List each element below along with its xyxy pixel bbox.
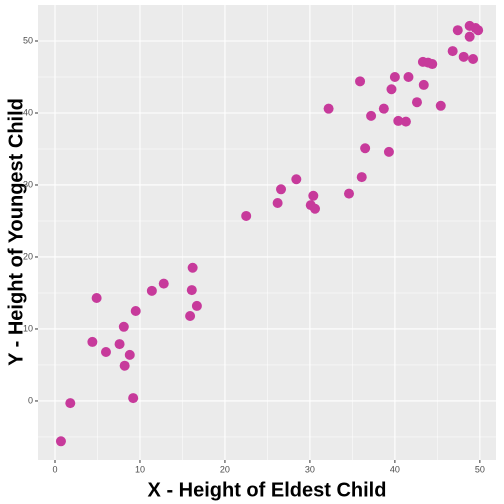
panel — [38, 5, 496, 460]
point — [458, 51, 469, 62]
point — [291, 174, 302, 185]
point — [100, 347, 111, 358]
point — [400, 116, 411, 127]
points — [55, 20, 484, 447]
point — [323, 103, 334, 114]
point — [403, 71, 414, 82]
point — [383, 146, 394, 157]
point — [468, 53, 479, 64]
y-tick-label: 50 — [23, 35, 33, 45]
point — [464, 31, 475, 42]
point — [418, 79, 429, 90]
point — [272, 197, 283, 208]
grid — [38, 5, 496, 460]
point — [128, 393, 139, 404]
point — [452, 25, 463, 36]
y-tick-label: 10 — [23, 323, 33, 333]
point — [276, 184, 287, 195]
y-tick-label: 0 — [28, 395, 33, 405]
point — [91, 293, 102, 304]
point — [118, 321, 129, 332]
y-tick-label: 30 — [23, 179, 33, 189]
point — [435, 100, 446, 111]
y-tick-label: 20 — [23, 251, 33, 261]
point — [360, 143, 371, 154]
x-tick-label: 50 — [475, 464, 485, 474]
x-tick-label: 30 — [305, 464, 315, 474]
point — [186, 285, 197, 296]
point — [308, 190, 319, 201]
point — [389, 71, 400, 82]
point — [114, 339, 125, 350]
x-axis-title: X - Height of Eldest Child — [148, 479, 387, 501]
point — [87, 336, 98, 347]
y-tick-label: 40 — [23, 107, 33, 117]
point — [310, 203, 321, 214]
point — [158, 278, 169, 289]
point — [55, 436, 66, 447]
point — [386, 84, 397, 95]
x-tick-label: 10 — [135, 464, 145, 474]
point — [447, 46, 458, 57]
y-axis-title: Y - Height of Youngest Child — [5, 98, 27, 366]
point — [356, 172, 367, 183]
point — [146, 285, 157, 296]
x-tick-label: 40 — [390, 464, 400, 474]
point — [393, 115, 404, 126]
point — [241, 210, 252, 221]
point — [130, 305, 141, 316]
point — [411, 97, 422, 108]
point — [187, 262, 198, 273]
x-tick-label: 20 — [220, 464, 230, 474]
point — [427, 59, 438, 70]
point — [473, 25, 484, 36]
point — [65, 398, 76, 409]
point — [366, 110, 377, 121]
point — [124, 349, 135, 360]
point — [191, 300, 202, 311]
point — [355, 76, 366, 87]
point — [378, 103, 389, 114]
point — [185, 311, 196, 322]
x-tick-label: 0 — [52, 464, 57, 474]
point — [119, 360, 130, 371]
point — [343, 188, 354, 199]
